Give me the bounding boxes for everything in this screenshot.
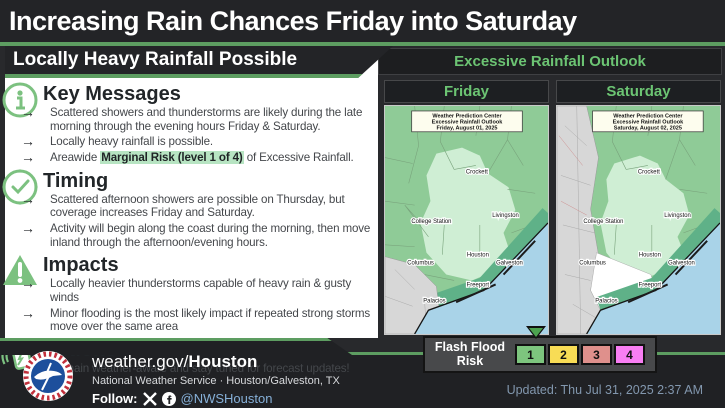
svg-text:Freeport: Freeport [467, 282, 490, 288]
subtitle: Locally Heavy Rainfall Possible [13, 49, 298, 70]
section-heading: Key Messages [43, 83, 181, 105]
barrier-islands [455, 240, 536, 304]
bullet-item: Scattered afternoon showers are possible… [5, 191, 378, 220]
marginal-risk-highlight: Marginal Risk (level 1 of 4) [100, 151, 244, 165]
legend-level-2: 2 [548, 344, 579, 365]
svg-text:Palacios: Palacios [423, 298, 445, 304]
bullet-item: Locally heavier thunderstorms capable of… [5, 275, 378, 304]
legend-label: Flash Flood Risk [434, 339, 506, 368]
page-title: Increasing Rain Chances Friday into Satu… [9, 5, 577, 36]
svg-text:Palacios: Palacios [595, 298, 617, 304]
legend-level-4: 4 [614, 344, 645, 365]
footer-diagonal [0, 338, 352, 355]
map-friday: Weather Prediction Center Excessive Rain… [384, 105, 549, 335]
svg-text:Galveston: Galveston [668, 261, 695, 267]
legend-level-1: 1 [515, 344, 546, 365]
svg-text:Crockett: Crockett [466, 169, 488, 175]
svg-text:College Station: College Station [411, 219, 451, 225]
updated-timestamp: Updated: Thu Jul 31, 2025 2:37 AM [506, 383, 703, 397]
svg-text:Weather Prediction Center: Weather Prediction Center [432, 113, 502, 119]
facebook-icon [161, 391, 176, 406]
svg-text:College Station: College Station [583, 219, 623, 225]
legend-scale: 1 2 3 4 [515, 344, 645, 365]
follow-line: Follow: @NWSHouston [92, 391, 340, 406]
title-bar: Increasing Rain Chances Friday into Satu… [0, 0, 725, 46]
outlook-header: Excessive Rainfall Outlook [378, 48, 722, 75]
map-header-saturday: Saturday [556, 80, 721, 103]
svg-text:Livingston: Livingston [492, 213, 519, 219]
section-heading: Timing [43, 169, 109, 192]
bullet-list: Scattered afternoon showers are possible… [5, 191, 378, 250]
coastline [414, 222, 548, 334]
svg-text:Saturday, August 02, 2025: Saturday, August 02, 2025 [614, 125, 682, 131]
org-line: National Weather Service · Houston/Galve… [92, 375, 340, 387]
bullet-item: Locally heavy rainfall is possible. [5, 133, 378, 149]
section-key-messages: Key Messages Scattered showers and thund… [2, 82, 378, 165]
city-labels: Crockett Livingston College Station Colu… [578, 168, 696, 305]
bullet-item: Areawide Marginal Risk (level 1 of 4) of… [5, 149, 378, 165]
city-labels: Crockett Livingston College Station Colu… [406, 168, 524, 305]
x-icon [142, 391, 157, 406]
wpc-label: Weather Prediction Center Excessive Rain… [613, 113, 685, 131]
bullet-item: Scattered showers and thunderstorms are … [5, 104, 378, 133]
svg-text:Houston: Houston [639, 253, 661, 259]
website-url: weather.gov/Houston [92, 352, 258, 371]
wpc-label: Weather Prediction Center Excessive Rain… [432, 113, 504, 131]
svg-text:Galveston: Galveston [496, 261, 523, 267]
svg-text:Excessive Rainfall Outlook: Excessive Rainfall Outlook [613, 119, 685, 125]
svg-text:Excessive Rainfall Outlook: Excessive Rainfall Outlook [432, 119, 504, 125]
svg-text:Houston: Houston [467, 253, 489, 259]
section-heading: Impacts [43, 254, 119, 277]
map-saturday: Weather Prediction Center Excessive Rain… [556, 105, 721, 335]
footer-content: weather.gov/Houston National Weather Ser… [0, 344, 380, 408]
follow-label: Follow: [92, 391, 138, 406]
bullet-list: Scattered showers and thunderstorms are … [5, 104, 378, 165]
section-impacts: Impacts Locally heavier thunderstorms ca… [3, 254, 378, 334]
map-header-friday: Friday [384, 80, 549, 103]
nws-logo [23, 351, 73, 401]
bullet-list: Locally heavier thunderstorms capable of… [5, 275, 378, 334]
svg-text:Columbus: Columbus [579, 261, 606, 267]
county-lines [385, 106, 536, 281]
svg-text:Weather Prediction Center: Weather Prediction Center [613, 113, 683, 119]
svg-text:Friday, August 01, 2025: Friday, August 01, 2025 [436, 125, 497, 131]
svg-text:Livingston: Livingston [664, 213, 691, 219]
message-sections: Key Messages Scattered showers and thund… [1, 82, 378, 382]
bullet-item: Activity will begin along the coast duri… [5, 220, 378, 249]
bullet-item: Minor flooding is the most likely impact… [5, 305, 378, 334]
coastline [586, 222, 720, 334]
social-handle: @NWSHouston [180, 391, 273, 406]
section-timing: Timing Scattered afternoon showers are p… [2, 169, 378, 250]
barrier-islands [627, 240, 708, 304]
legend-level-3: 3 [581, 344, 612, 365]
svg-text:Crockett: Crockett [638, 169, 660, 175]
flash-flood-risk-legend: Flash Flood Risk 1 2 3 4 [423, 326, 657, 373]
subtitle-bar: Locally Heavy Rainfall Possible [5, 46, 393, 78]
svg-text:Freeport: Freeport [639, 282, 662, 288]
svg-text:Columbus: Columbus [407, 261, 434, 267]
